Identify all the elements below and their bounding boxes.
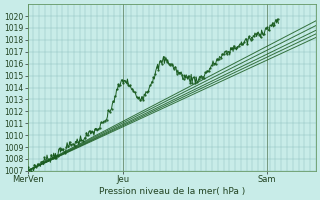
- X-axis label: Pression niveau de la mer( hPa ): Pression niveau de la mer( hPa ): [99, 187, 245, 196]
